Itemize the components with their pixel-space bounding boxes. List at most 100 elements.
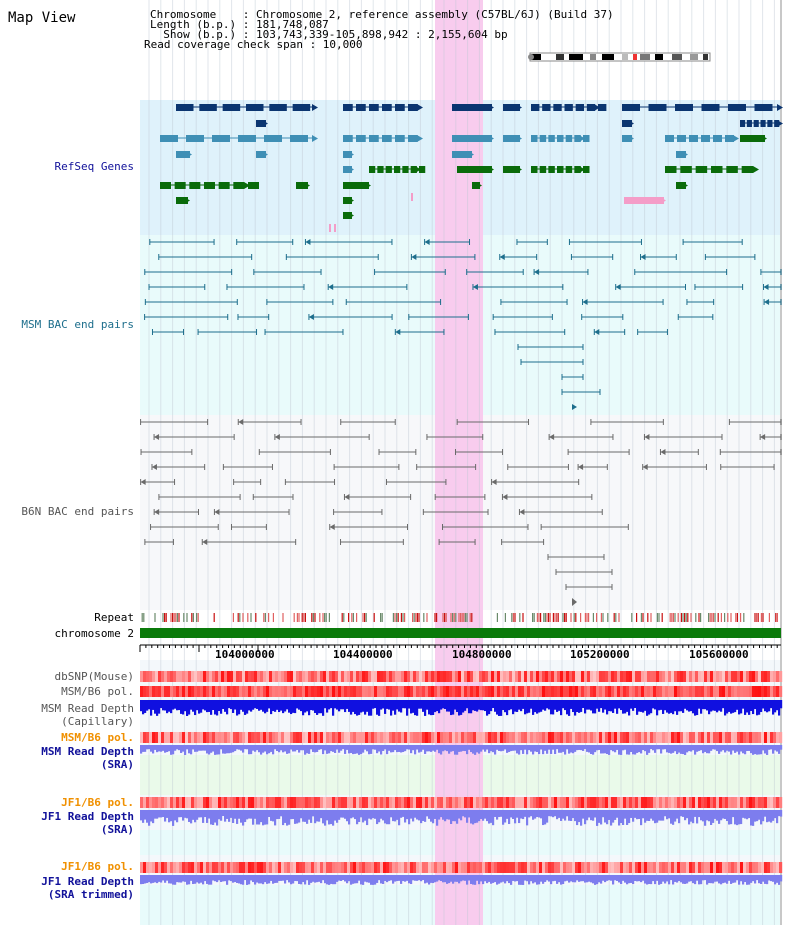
jf1-depth-trimmed-bar xyxy=(682,875,685,884)
jf1-depth-sra-bar xyxy=(474,810,477,824)
msm-depth-sra-bar xyxy=(366,745,369,752)
msm-b6-pol-2-heat xyxy=(677,732,681,743)
jf1-depth-sra-bar xyxy=(346,810,349,822)
repeat-mark xyxy=(183,613,185,622)
msm-depth-sra-bar xyxy=(276,745,279,752)
track-label-jf1-depth-sra[interactable]: JF1 Read Depth (SRA) xyxy=(0,810,134,836)
repeat-mark xyxy=(436,613,438,622)
jf1-depth-trimmed-bar xyxy=(382,875,385,884)
jf1-depth-trimmed-bar xyxy=(340,875,343,881)
jf1-b6-pol-2-heat xyxy=(212,862,216,873)
msm-b6-pol-heat xyxy=(410,686,414,697)
msm-b6-pol-heat xyxy=(740,686,744,697)
dbsnp-heat xyxy=(533,671,537,682)
dbsnp-heat xyxy=(728,671,732,682)
jf1-b6-pol-heat xyxy=(263,797,267,808)
jf1-depth-sra-bar xyxy=(542,810,545,826)
repeat-mark xyxy=(416,613,418,622)
track-label-dbsnp[interactable]: dbSNP(Mouse) xyxy=(54,670,134,683)
b6n-bac-pair-arrow xyxy=(154,434,160,440)
msm-depth-sra-bar xyxy=(718,745,721,754)
msm-depth-capillary-bar xyxy=(760,700,763,713)
msm-depth-sra-bar xyxy=(440,745,443,755)
track-label-jf1-b6-pol-2[interactable]: JF1/B6 pol. xyxy=(61,860,134,873)
jf1-depth-trimmed-bar xyxy=(202,875,205,885)
jf1-b6-pol-2-heat xyxy=(227,862,231,873)
dbsnp-heat xyxy=(257,671,261,682)
jf1-b6-pol-heat xyxy=(491,797,495,808)
track-label-repeat[interactable]: Repeat xyxy=(94,611,134,624)
jf1-b6-pol-heat xyxy=(293,797,297,808)
jf1-depth-sra-bar xyxy=(324,810,327,826)
jf1-b6-pol-2-heat xyxy=(500,862,504,873)
dbsnp-heat xyxy=(701,671,705,682)
dbsnp-heat xyxy=(332,671,336,682)
jf1-depth-trimmed-bar xyxy=(622,875,625,881)
msm-depth-sra-bar xyxy=(534,745,537,752)
track-label-msm-bac[interactable]: MSM BAC end pairs xyxy=(21,318,134,331)
msm-depth-sra-bar xyxy=(268,745,271,754)
msm-b6-pol-2-heat xyxy=(494,732,498,743)
track-label-jf1-b6-pol[interactable]: JF1/B6 pol. xyxy=(61,796,134,809)
jf1-depth-sra-bar xyxy=(378,810,381,823)
msm-b6-pol-2-heat xyxy=(377,732,381,743)
msm-depth-capillary-bar xyxy=(412,700,415,713)
jf1-b6-pol-2-heat xyxy=(737,862,741,873)
msm-b6-pol-2-heat xyxy=(257,732,261,743)
track-label-msm-b6-pol-2[interactable]: MSM/B6 pol. xyxy=(61,731,134,744)
repeat-mark xyxy=(674,613,676,622)
dbsnp-heat xyxy=(248,671,252,682)
track-label-msm-depth-capillary[interactable]: MSM Read Depth (Capillary) xyxy=(0,702,134,728)
msm-b6-pol-2-heat xyxy=(419,732,423,743)
msm-b6-pol-heat xyxy=(566,686,570,697)
track-label-jf1-depth-trimmed[interactable]: JF1 Read Depth (SRA trimmed) xyxy=(0,875,134,901)
msm-depth-sra-bar xyxy=(294,745,297,752)
track-label-refseq[interactable]: RefSeq Genes xyxy=(54,160,134,173)
track-label-msm-b6-pol[interactable]: MSM/B6 pol. xyxy=(61,685,134,698)
jf1-depth-trimmed-bar xyxy=(178,875,181,883)
dbsnp-heat xyxy=(515,671,519,682)
track-label-msm-depth-sra[interactable]: MSM Read Depth (SRA) xyxy=(0,745,134,771)
jf1-depth-sra-bar xyxy=(564,810,567,821)
msm-depth-sra-bar xyxy=(554,745,557,755)
msm-b6-pol-2-heat xyxy=(167,732,171,743)
msm-b6-pol-heat xyxy=(734,686,738,697)
dbsnp-heat xyxy=(680,671,684,682)
jf1-depth-trimmed-bar xyxy=(446,875,449,884)
jf1-depth-trimmed-bar xyxy=(156,875,159,884)
msm-depth-sra-bar xyxy=(154,745,157,750)
msm-depth-sra-bar xyxy=(558,745,561,753)
dbsnp-heat xyxy=(407,671,411,682)
jf1-b6-pol-2-heat xyxy=(623,862,627,873)
msm-b6-pol-2-heat xyxy=(497,732,501,743)
msm-depth-sra-bar xyxy=(716,745,719,752)
jf1-depth-sra-bar xyxy=(242,810,245,826)
jf1-b6-pol-heat xyxy=(779,797,783,808)
repeat-mark xyxy=(714,613,716,622)
msm-b6-pol-heat xyxy=(743,686,747,697)
msm-b6-pol-heat xyxy=(617,686,621,697)
repeat-mark xyxy=(452,613,454,622)
track-label-b6n-bac[interactable]: B6N BAC end pairs xyxy=(21,505,134,518)
jf1-depth-sra-bar xyxy=(160,810,163,818)
jf1-b6-pol-2-heat xyxy=(344,862,348,873)
msm-depth-sra-bar xyxy=(524,745,527,750)
jf1-b6-pol-2-heat xyxy=(206,862,210,873)
repeat-mark xyxy=(170,613,172,622)
msm-depth-capillary-bar xyxy=(282,700,285,714)
msm-b6-pol-heat xyxy=(377,686,381,697)
msm-depth-capillary-bar xyxy=(716,700,719,713)
repeat-mark xyxy=(322,613,324,622)
jf1-b6-pol-heat xyxy=(209,797,213,808)
jf1-depth-trimmed-bar xyxy=(662,875,665,882)
jf1-b6-pol-heat xyxy=(341,797,345,808)
strand-arrow xyxy=(777,120,783,127)
msm-b6-pol-heat xyxy=(341,686,345,697)
jf1-b6-pol-heat xyxy=(608,797,612,808)
repeat-mark xyxy=(296,613,298,622)
msm-b6-pol-2-heat xyxy=(575,732,579,743)
strand-arrow xyxy=(761,135,767,142)
repeat-mark xyxy=(173,613,175,622)
repeat-mark xyxy=(556,613,558,622)
